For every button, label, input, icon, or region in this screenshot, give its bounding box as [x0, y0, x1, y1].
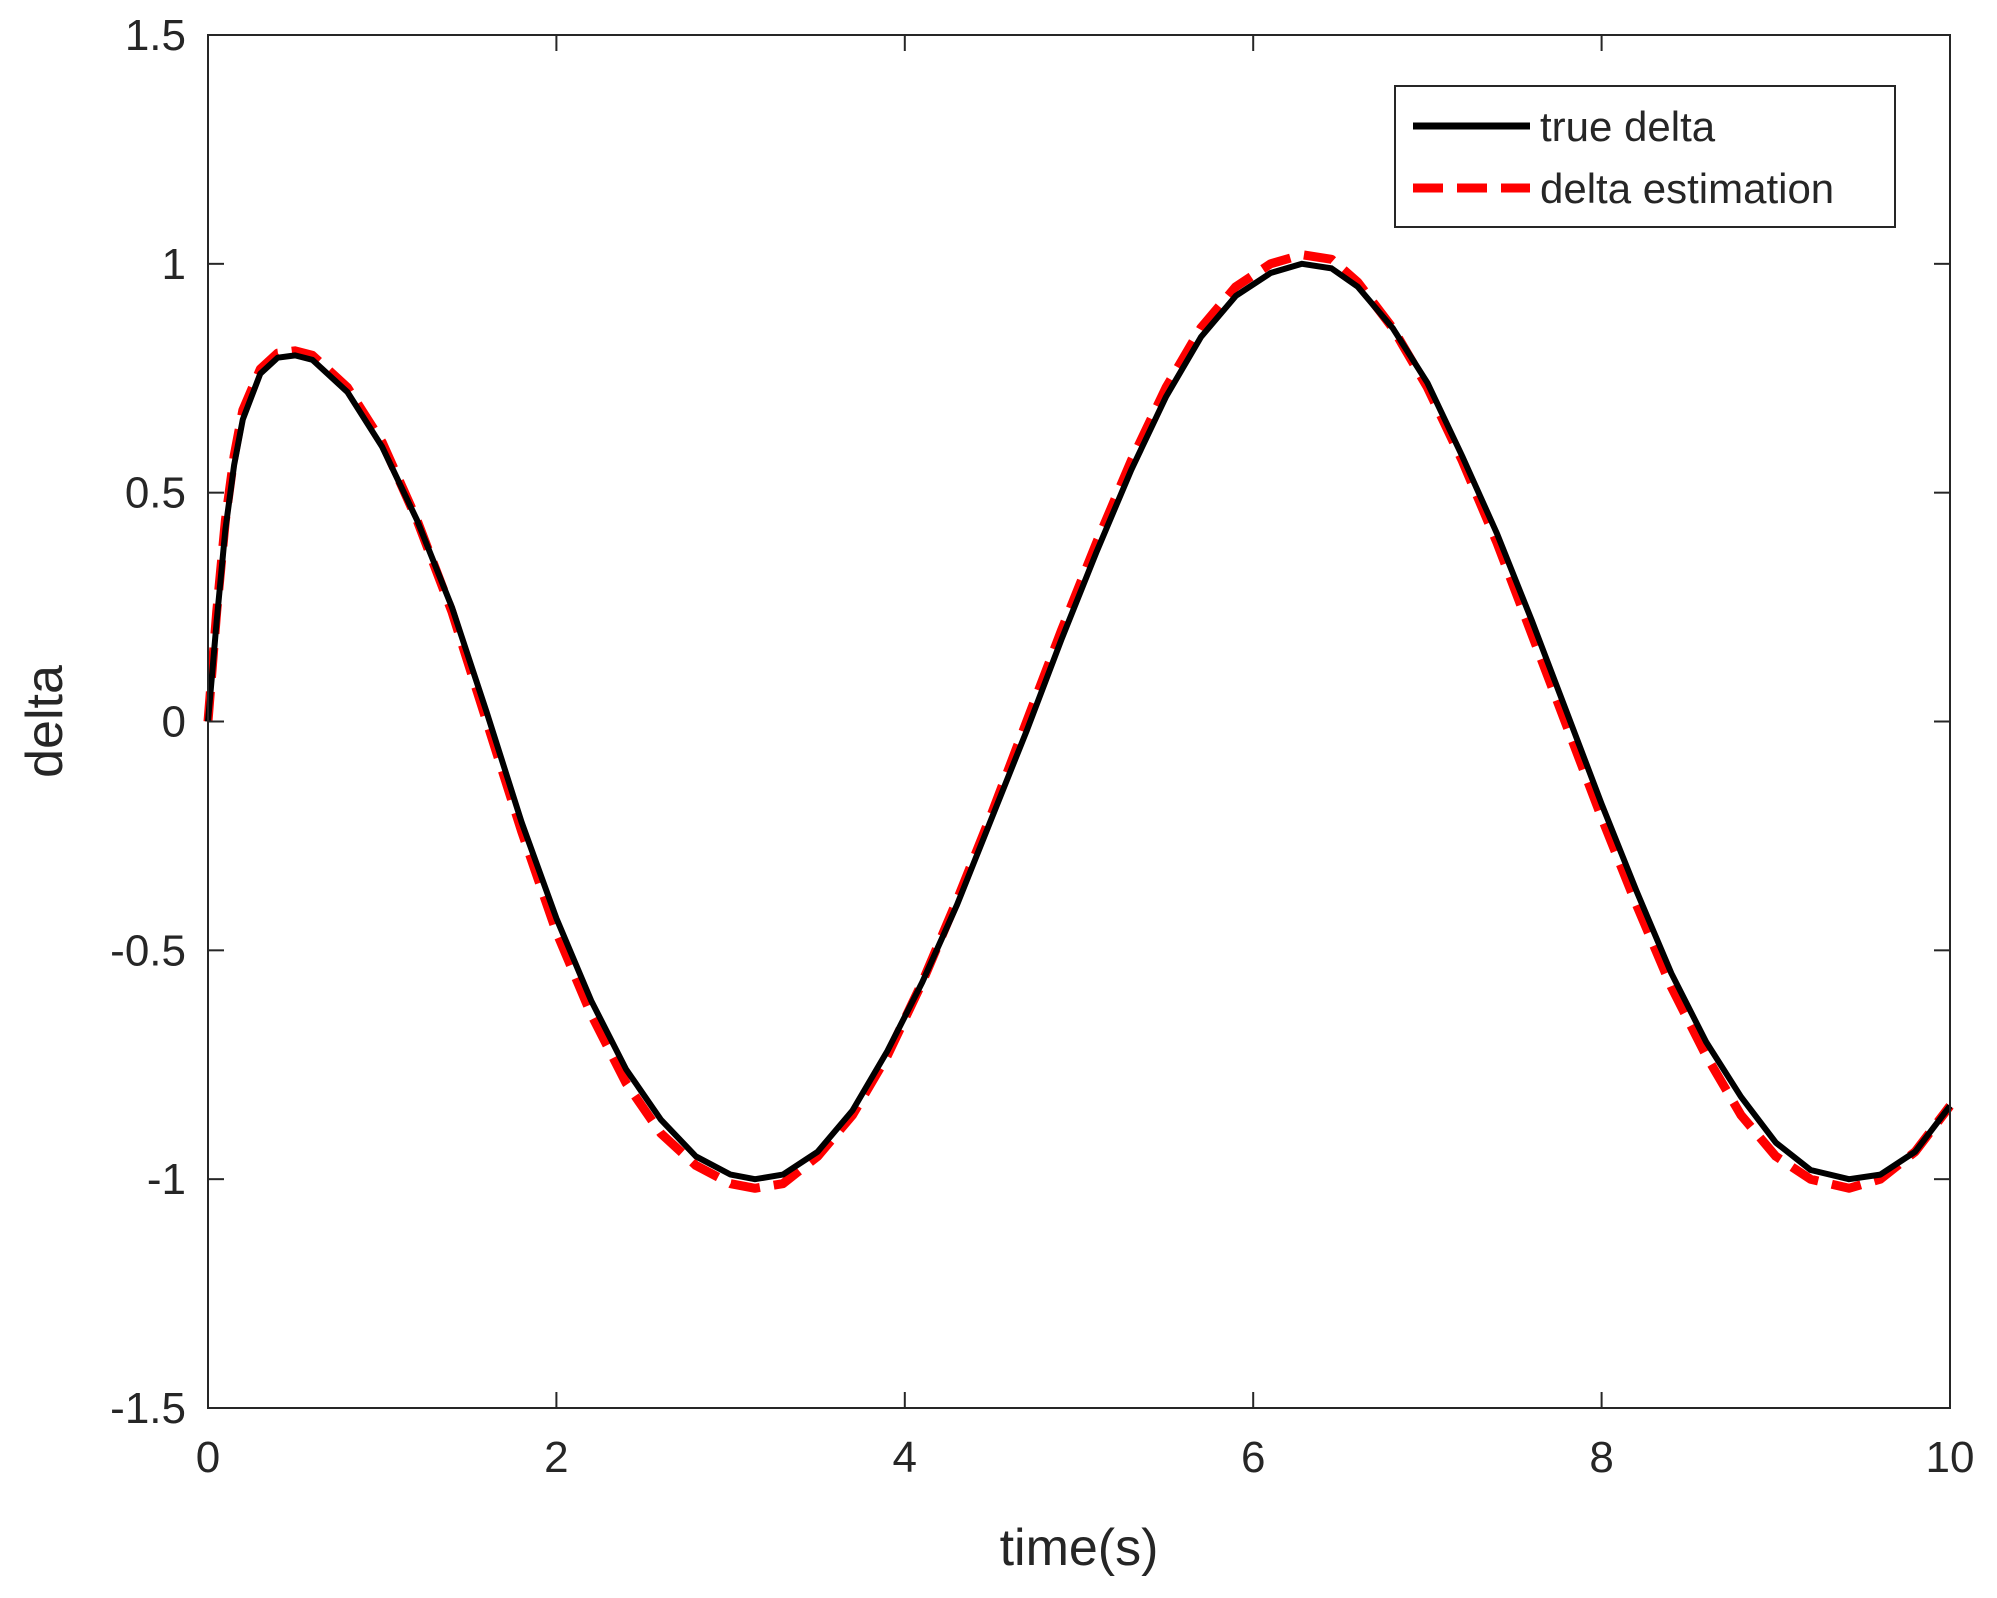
series-line-true-delta	[205, 260, 1953, 1183]
x-tick-label: 2	[544, 1433, 568, 1482]
y-axis-label: delta	[16, 665, 74, 778]
y-tick-label: -0.5	[110, 926, 186, 975]
legend-box	[1394, 85, 1896, 228]
y-tick-label: 1.5	[125, 11, 186, 60]
y-tick-label: 0.5	[125, 469, 186, 518]
x-tick-label: 8	[1589, 1433, 1613, 1482]
x-tick-label: 6	[1241, 1433, 1265, 1482]
tick-layer: 0 2 4 6 8 10 -1.5 -1 -0.5 0 0.5 1 1.5	[110, 11, 1974, 1482]
x-tick-label: 4	[893, 1433, 917, 1482]
y-tick-label: 1	[162, 240, 186, 289]
legend-label: delta estimation	[1540, 165, 1834, 212]
series-layer	[203, 250, 1954, 1193]
y-tick-label: -1.5	[110, 1384, 186, 1433]
x-axis-label: time(s)	[1000, 1519, 1159, 1577]
y-tick-label: 0	[162, 698, 186, 747]
legend: true delta delta estimation	[1394, 85, 1896, 228]
legend-label: true delta	[1540, 103, 1716, 150]
x-tick-label: 10	[1926, 1433, 1975, 1482]
x-tick-label: 0	[196, 1433, 220, 1482]
y-tick-label: -1	[147, 1155, 186, 1204]
